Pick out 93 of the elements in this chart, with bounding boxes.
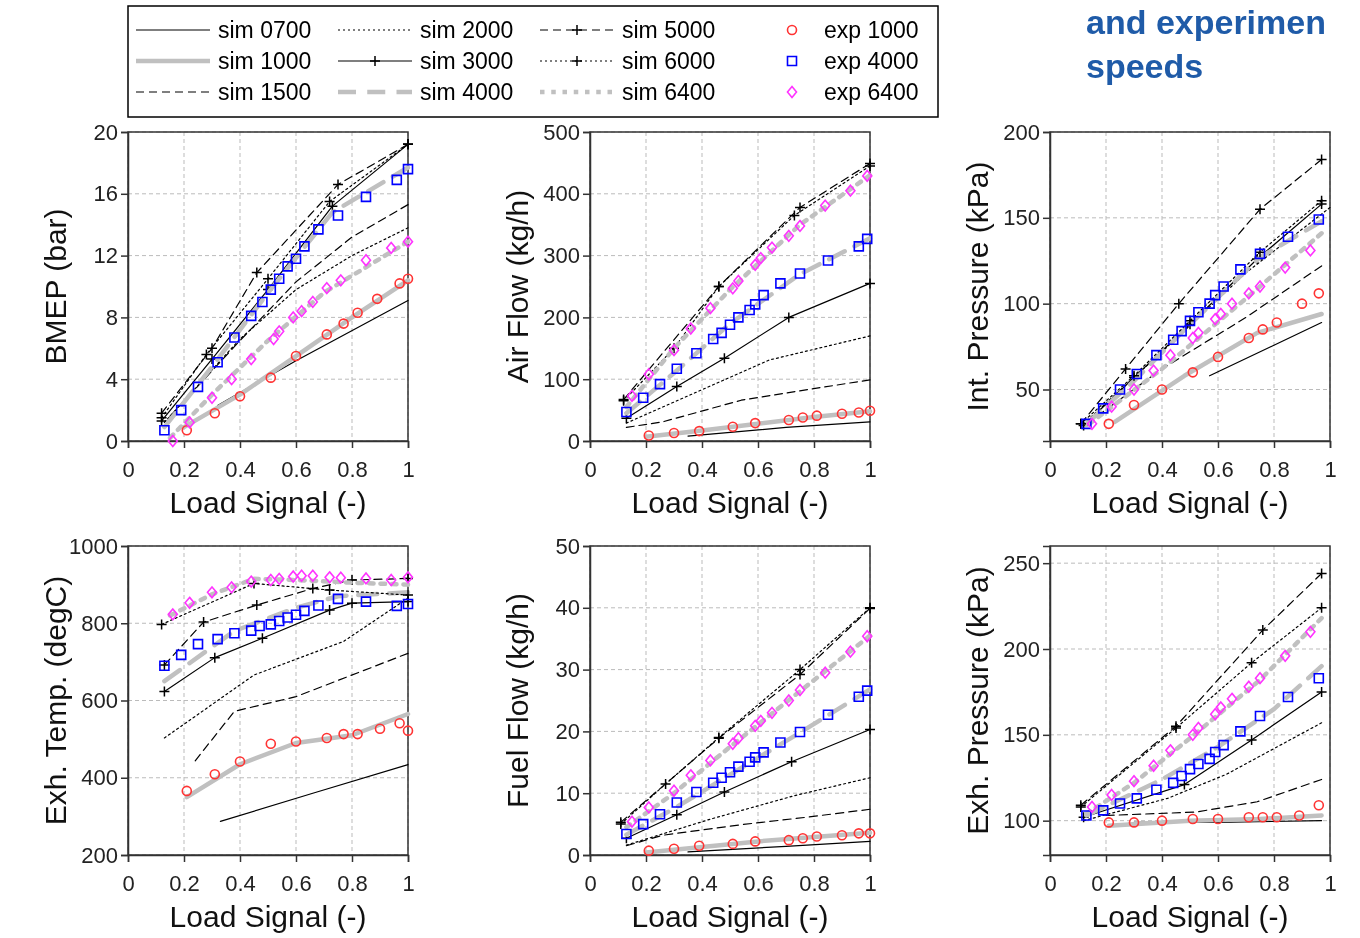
legend-label: sim 1500: [218, 79, 312, 105]
x-tick-label: 0.2: [631, 871, 662, 897]
legend-label: sim 3000: [420, 48, 514, 74]
y-tick-label: 200: [1003, 636, 1040, 662]
x-axis-title: Load Signal (-): [631, 486, 829, 519]
x-tick-label: 1: [402, 457, 415, 483]
legend-label: exp 6400: [824, 79, 919, 105]
y-axis-title: Fuel Flow (kg/h): [501, 592, 534, 809]
x-tick-label: 0.8: [1259, 457, 1290, 483]
x-tick-label: 1: [402, 871, 415, 897]
y-tick-label: 4: [105, 366, 118, 392]
y-tick-label: 150: [1003, 205, 1040, 231]
y-axis-title: Air Flow (kg/h): [501, 189, 534, 384]
legend-label: exp 1000: [824, 17, 919, 43]
x-tick-label: 0.2: [169, 457, 200, 483]
x-tick-label: 0.6: [743, 871, 774, 897]
x-tick-label: 0.8: [337, 457, 368, 483]
x-tick-label: 0.2: [1091, 457, 1122, 483]
x-tick-label: 1: [864, 457, 877, 483]
y-tick-label: 300: [543, 243, 580, 269]
y-tick-label: 100: [1003, 808, 1040, 834]
x-tick-label: 0.6: [743, 457, 774, 483]
y-tick-label: 150: [1003, 722, 1040, 748]
x-tick-label: 0.6: [281, 871, 312, 897]
x-tick-label: 0: [584, 457, 597, 483]
x-tick-label: 0.4: [225, 871, 256, 897]
legend-label: sim 1000: [218, 48, 312, 74]
y-tick-label: 0: [567, 842, 580, 868]
x-tick-label: 0.8: [799, 457, 830, 483]
x-tick-label: 0.2: [631, 457, 662, 483]
y-axis-title: Exh. Pressure (kPa): [961, 566, 994, 835]
legend-label: sim 6000: [622, 48, 716, 74]
x-tick-label: 0.8: [799, 871, 830, 897]
text: and experimen: [1086, 3, 1326, 41]
y-tick-label: 0: [105, 428, 118, 454]
x-tick-label: 0: [1044, 457, 1057, 483]
x-tick-label: 0.4: [225, 457, 256, 483]
y-tick-label: 400: [81, 765, 118, 791]
y-tick-label: 800: [81, 610, 118, 636]
x-axis-title: Load Signal (-): [169, 486, 367, 519]
x-axis-title: Load Signal (-): [169, 900, 367, 933]
legend-label: sim 2000: [420, 17, 514, 43]
y-tick-label: 20: [93, 119, 118, 145]
x-tick-label: 0.4: [687, 871, 718, 897]
y-tick-label: 200: [1003, 119, 1040, 145]
x-tick-label: 0.4: [1147, 457, 1178, 483]
legend-label: sim 6400: [622, 79, 716, 105]
legend-label: exp 4000: [824, 48, 919, 74]
text: speeds: [1086, 47, 1204, 85]
y-axis-title: BMEP (bar): [39, 208, 72, 365]
y-tick-label: 1000: [69, 533, 118, 559]
y-tick-label: 40: [555, 595, 580, 621]
x-axis-title: Load Signal (-): [631, 900, 829, 933]
y-tick-label: 250: [1003, 550, 1040, 576]
y-tick-label: 16: [93, 181, 118, 207]
y-tick-label: 100: [1003, 291, 1040, 317]
legend-label: sim 0700: [218, 17, 312, 43]
x-tick-label: 0.2: [1091, 871, 1122, 897]
x-tick-label: 1: [1324, 871, 1337, 897]
x-tick-label: 1: [1324, 457, 1337, 483]
x-tick-label: 0: [584, 871, 597, 897]
legend-label: sim 4000: [420, 79, 514, 105]
y-tick-label: 200: [543, 304, 580, 330]
y-tick-label: 400: [543, 181, 580, 207]
x-axis-title: Load Signal (-): [1091, 900, 1289, 933]
y-axis-title: Int. Pressure (kPa): [961, 161, 994, 412]
x-tick-label: 0.6: [1203, 871, 1234, 897]
y-tick-label: 200: [81, 842, 118, 868]
x-tick-label: 0.2: [169, 871, 200, 897]
y-tick-label: 20: [555, 718, 580, 744]
legend-label: sim 5000: [622, 17, 716, 43]
y-tick-label: 50: [555, 533, 580, 559]
y-tick-label: 30: [555, 657, 580, 683]
x-tick-label: 0.8: [1259, 871, 1290, 897]
x-tick-label: 0: [122, 457, 135, 483]
x-tick-label: 0.8: [337, 871, 368, 897]
y-tick-label: 100: [543, 366, 580, 392]
y-tick-label: 600: [81, 688, 118, 714]
y-tick-label: 50: [1015, 377, 1040, 403]
x-tick-label: 1: [864, 871, 877, 897]
x-tick-label: 0.4: [1147, 871, 1178, 897]
y-tick-label: 12: [93, 243, 118, 269]
x-tick-label: 0.4: [687, 457, 718, 483]
x-tick-label: 0.6: [281, 457, 312, 483]
y-axis-title: Exh. Temp. (degC): [39, 575, 72, 826]
x-axis-title: Load Signal (-): [1091, 486, 1289, 519]
x-tick-label: 0.6: [1203, 457, 1234, 483]
y-tick-label: 0: [567, 428, 580, 454]
x-tick-label: 0: [122, 871, 135, 897]
y-tick-label: 10: [555, 780, 580, 806]
y-tick-label: 8: [105, 304, 118, 330]
x-tick-label: 0: [1044, 871, 1057, 897]
y-tick-label: 500: [543, 119, 580, 145]
